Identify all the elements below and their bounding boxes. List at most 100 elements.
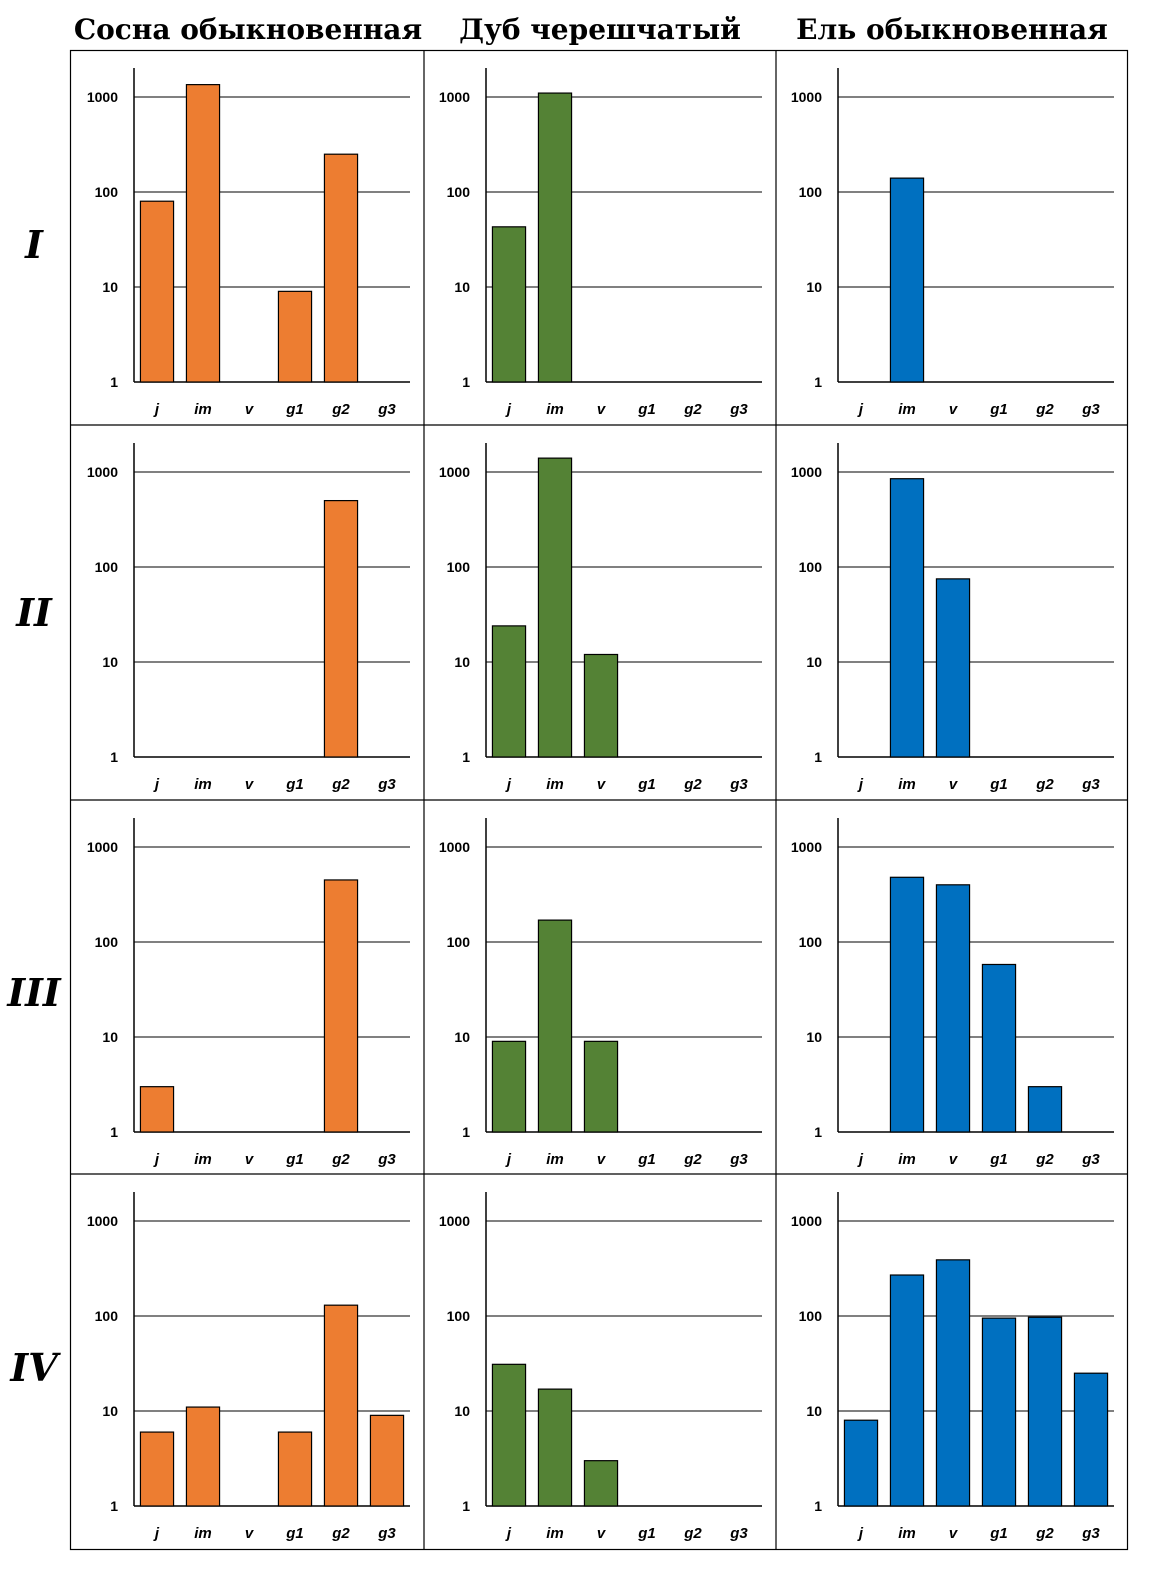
x-tick-label-im: im xyxy=(546,401,564,418)
y-tick-label: 1000 xyxy=(439,839,470,855)
x-tick-label-g2: g2 xyxy=(331,1525,350,1542)
x-tick-label-g2: g2 xyxy=(331,1151,350,1168)
bar-j xyxy=(843,1419,879,1507)
x-tick-label-g3: g3 xyxy=(377,1525,396,1542)
row-label-1: I xyxy=(25,222,43,267)
y-tick-label: 100 xyxy=(799,559,823,575)
x-tick-label-g1: g1 xyxy=(637,1151,656,1168)
x-tick-label-g1: g1 xyxy=(637,401,656,418)
panel-r1-c1: 1 10 100 1000 j im v g1 g2 g3 xyxy=(87,68,410,418)
y-tick-label: 1 xyxy=(814,1124,822,1140)
x-tick-label-im: im xyxy=(546,1151,564,1168)
bar-v xyxy=(583,1040,619,1133)
x-tick-label-g2: g2 xyxy=(331,776,350,793)
y-tick-label: 100 xyxy=(447,559,471,575)
x-tick-label-im: im xyxy=(546,1525,564,1542)
x-tick-label-g2: g2 xyxy=(683,401,702,418)
bar-g2 xyxy=(323,499,359,758)
y-tick-label: 10 xyxy=(806,1403,822,1419)
panel-r3-c1: 1 10 100 1000 j im v g1 g2 g3 xyxy=(87,818,410,1168)
x-tick-label-j: j xyxy=(857,1151,864,1168)
x-tick-label-g1: g1 xyxy=(989,1151,1008,1168)
x-tick-label-g2: g2 xyxy=(683,1151,702,1168)
y-tick-label: 10 xyxy=(102,1403,118,1419)
x-tick-label-g2: g2 xyxy=(1035,776,1054,793)
x-tick-label-g1: g1 xyxy=(285,1525,304,1542)
bar-im xyxy=(889,478,925,758)
y-tick-label: 100 xyxy=(95,559,119,575)
bar-g3 xyxy=(1073,1372,1109,1507)
y-tick-label: 1 xyxy=(110,749,118,765)
x-tick-label-v: v xyxy=(245,401,255,418)
x-tick-label-g2: g2 xyxy=(1035,1151,1054,1168)
x-tick-label-v: v xyxy=(949,401,959,418)
x-tick-label-v: v xyxy=(949,1525,959,1542)
y-tick-label: 1 xyxy=(110,1498,118,1514)
bar-v xyxy=(583,1460,619,1507)
x-tick-label-im: im xyxy=(194,1151,212,1168)
x-tick-label-v: v xyxy=(597,1151,607,1168)
y-tick-label: 1000 xyxy=(87,839,118,855)
x-tick-label-v: v xyxy=(597,1525,607,1542)
bar-im xyxy=(185,1406,221,1507)
x-tick-label-g2: g2 xyxy=(683,1525,702,1542)
y-tick-label: 10 xyxy=(806,279,822,295)
y-tick-label: 100 xyxy=(799,184,823,200)
x-tick-label-g3: g3 xyxy=(1081,1525,1100,1542)
bar-im xyxy=(537,92,573,383)
y-tick-label: 100 xyxy=(799,1308,823,1324)
x-tick-label-g2: g2 xyxy=(683,776,702,793)
y-tick-label: 100 xyxy=(95,934,119,950)
x-tick-label-j: j xyxy=(857,776,864,793)
y-tick-label: 1 xyxy=(814,749,822,765)
column-title-oak: Дуб черешчатый xyxy=(459,13,741,46)
y-tick-label: 1000 xyxy=(791,464,822,480)
bar-v xyxy=(583,653,619,758)
bar-im xyxy=(889,876,925,1133)
bar-g2 xyxy=(323,1304,359,1507)
x-tick-label-g3: g3 xyxy=(729,1151,748,1168)
y-tick-label: 10 xyxy=(454,1403,470,1419)
bar-im xyxy=(537,919,573,1133)
panel-r4-c2: 1 10 100 1000 j im v g1 g2 g3 xyxy=(439,1192,762,1542)
x-tick-label-j: j xyxy=(505,776,512,793)
x-tick-label-v: v xyxy=(597,776,607,793)
x-tick-label-g2: g2 xyxy=(1035,1525,1054,1542)
bar-v xyxy=(935,1259,971,1507)
y-tick-label: 10 xyxy=(806,654,822,670)
y-tick-label: 1 xyxy=(110,374,118,390)
x-tick-label-g1: g1 xyxy=(989,401,1008,418)
y-tick-label: 100 xyxy=(95,184,119,200)
row-label-4: IV xyxy=(10,1345,58,1390)
x-tick-label-v: v xyxy=(245,776,255,793)
x-tick-label-j: j xyxy=(153,776,160,793)
x-tick-label-g2: g2 xyxy=(331,401,350,418)
bar-v xyxy=(935,884,971,1133)
bar-g1 xyxy=(277,1431,313,1507)
x-tick-label-g3: g3 xyxy=(377,401,396,418)
y-tick-label: 1 xyxy=(814,1498,822,1514)
y-tick-label: 1000 xyxy=(87,89,118,105)
y-tick-label: 10 xyxy=(102,279,118,295)
bar-g2 xyxy=(323,879,359,1133)
bar-im xyxy=(537,1388,573,1507)
bar-j xyxy=(491,1363,527,1507)
y-tick-label: 1 xyxy=(462,749,470,765)
x-tick-label-g1: g1 xyxy=(989,1525,1008,1542)
x-tick-label-v: v xyxy=(245,1525,255,1542)
x-tick-label-im: im xyxy=(546,776,564,793)
y-tick-label: 10 xyxy=(454,654,470,670)
x-tick-label-j: j xyxy=(153,1525,160,1542)
bar-g2 xyxy=(1027,1316,1063,1507)
y-tick-label: 100 xyxy=(447,184,471,200)
x-tick-label-im: im xyxy=(194,1525,212,1542)
x-tick-label-v: v xyxy=(245,1151,255,1168)
x-tick-label-im: im xyxy=(194,776,212,793)
x-tick-label-g3: g3 xyxy=(377,1151,396,1168)
bar-im xyxy=(185,84,221,383)
y-tick-label: 1000 xyxy=(87,464,118,480)
column-title-pine: Сосна обыкновенная xyxy=(73,13,423,46)
x-tick-label-j: j xyxy=(857,401,864,418)
bar-g1 xyxy=(981,1317,1017,1507)
x-tick-label-g1: g1 xyxy=(637,776,656,793)
